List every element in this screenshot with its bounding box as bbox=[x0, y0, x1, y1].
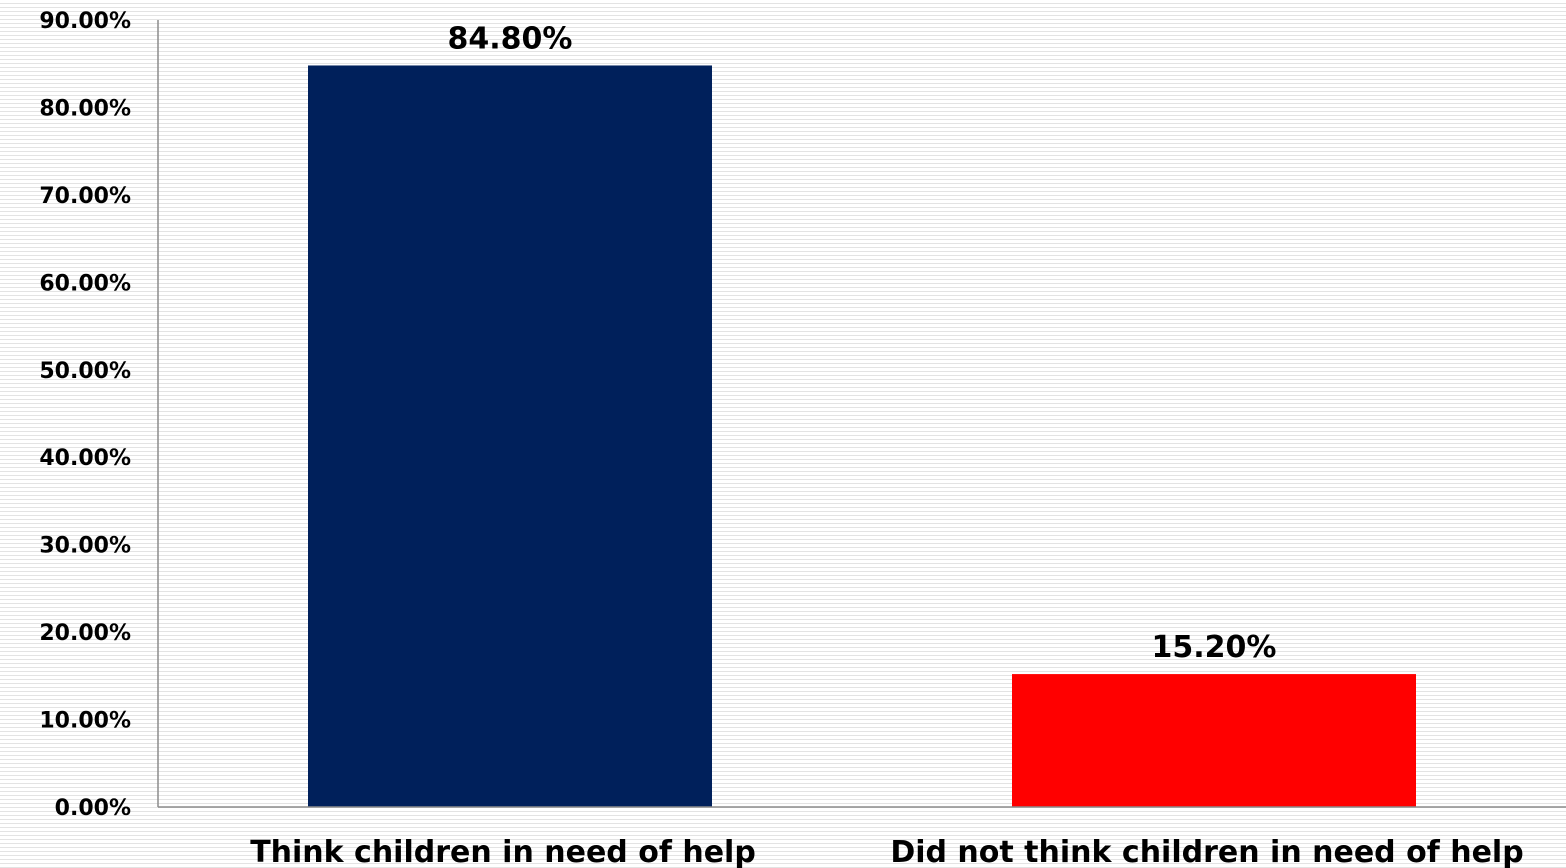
bar bbox=[308, 65, 712, 807]
bars bbox=[308, 65, 1416, 807]
y-axis-tick-labels: 0.00% 10.00% 20.00% 30.00% 40.00% 50.00% 60.00… bbox=[39, 9, 131, 821]
data-labels: 84.80% 15.20% bbox=[448, 21, 1277, 665]
data-label: 15.20% bbox=[1152, 630, 1277, 665]
y-tick-label: 90.00% bbox=[39, 9, 131, 34]
y-tick-label: 80.00% bbox=[39, 96, 131, 121]
y-tick-label: 0.00% bbox=[55, 796, 131, 821]
y-tick-label: 10.00% bbox=[39, 709, 131, 734]
y-tick-label: 70.00% bbox=[39, 184, 131, 209]
y-tick-label: 60.00% bbox=[39, 271, 131, 296]
y-tick-label: 30.00% bbox=[39, 534, 131, 559]
y-tick-label: 20.00% bbox=[39, 621, 131, 646]
bar bbox=[1012, 674, 1416, 807]
category-label: Think children in need of help bbox=[250, 835, 756, 868]
x-axis-category-labels: Think children in need of help Did not th… bbox=[250, 835, 1523, 868]
y-tick-label: 50.00% bbox=[39, 359, 131, 384]
category-label: Did not think children in need of help bbox=[890, 835, 1523, 868]
y-tick-label: 40.00% bbox=[39, 446, 131, 471]
data-label: 84.80% bbox=[448, 21, 573, 56]
